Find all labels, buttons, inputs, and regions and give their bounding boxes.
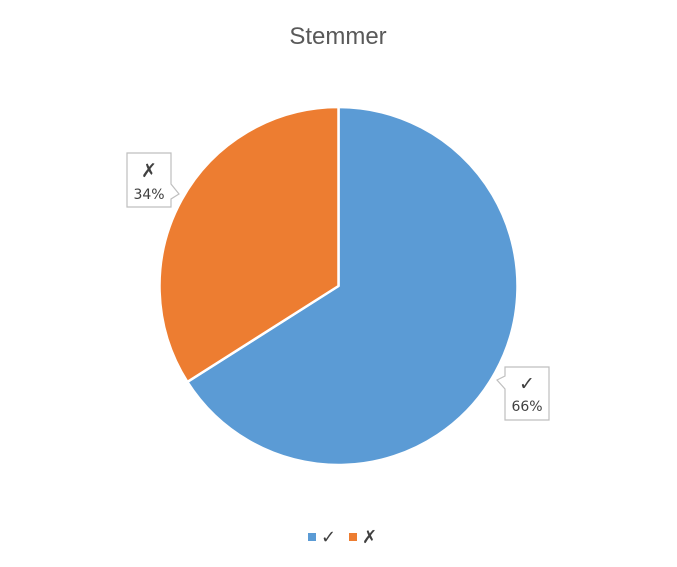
data-label-cross-category: ✗ [141,160,157,182]
pie-slices [158,105,519,467]
data-label-check-category: ✓ [519,373,535,395]
data-label-check: ✓ 66% [496,366,550,421]
pie-slice-cross [158,105,340,384]
legend-marker-check [308,533,316,541]
data-label-check-callout [496,366,550,421]
legend-label-check: ✓ [321,527,336,548]
legend-marker-cross [349,533,357,541]
data-label-cross: ✗ 34% [126,152,180,208]
legend-label-cross: ✗ [362,527,377,548]
legend: ✓ ✗ [308,527,377,548]
pie-slice-check [186,105,519,467]
data-label-cross-value: 34% [133,187,164,203]
chart-title: Stemmer [289,23,386,50]
data-label-check-value: 66% [511,399,542,415]
data-label-cross-callout [126,152,180,208]
